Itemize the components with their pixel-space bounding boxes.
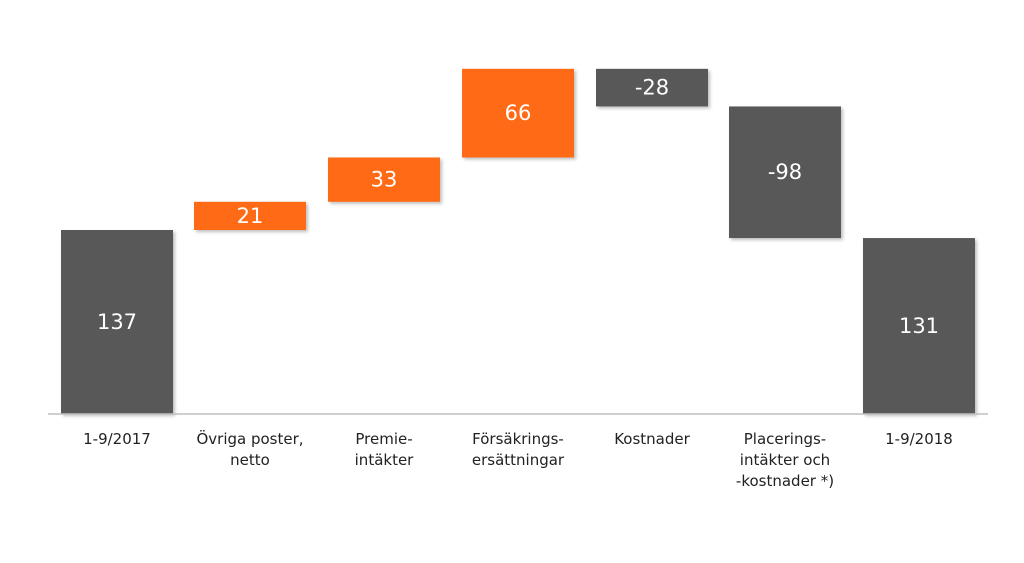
bar-forsakringsersattningar	[462, 68, 574, 158]
bar-ovriga-poster	[194, 201, 306, 230]
bar-value-label-ovriga-poster: 21	[237, 204, 264, 228]
bar-2017	[61, 230, 173, 414]
bars-group: 137 21 33 66 -28 -98 131	[61, 68, 975, 414]
bar-kostnader	[596, 68, 708, 107]
category-label-forsakringsersattningar: Försäkrings-ersättningar	[472, 430, 565, 469]
category-label-2017: 1-9/2017	[83, 430, 151, 448]
bar-2018	[863, 238, 975, 414]
category-labels-group: 1-9/2017 Övriga poster, netto Premie-intäkt…	[83, 429, 953, 490]
bar-premieintakter	[328, 157, 440, 202]
category-label-2018: 1-9/2018	[885, 430, 953, 448]
category-label-ovriga-poster: Övriga poster, netto	[196, 429, 303, 469]
category-label-premieintakter: Premie-intäkter	[355, 430, 415, 469]
bar-value-label-placeringar: -98	[768, 160, 802, 184]
bar-value-label-kostnader: -28	[635, 76, 669, 100]
bar-value-label-premieintakter: 33	[371, 168, 398, 192]
bar-value-label-2018: 131	[899, 314, 939, 338]
bar-value-label-2017: 137	[97, 310, 137, 334]
category-label-kostnader: Kostnader	[614, 430, 690, 448]
bar-value-label-forsakringsersattningar: 66	[505, 101, 532, 125]
category-label-placeringar: Placerings-intäkter och -kostnader *)	[736, 430, 834, 490]
bar-placeringar	[729, 106, 841, 239]
